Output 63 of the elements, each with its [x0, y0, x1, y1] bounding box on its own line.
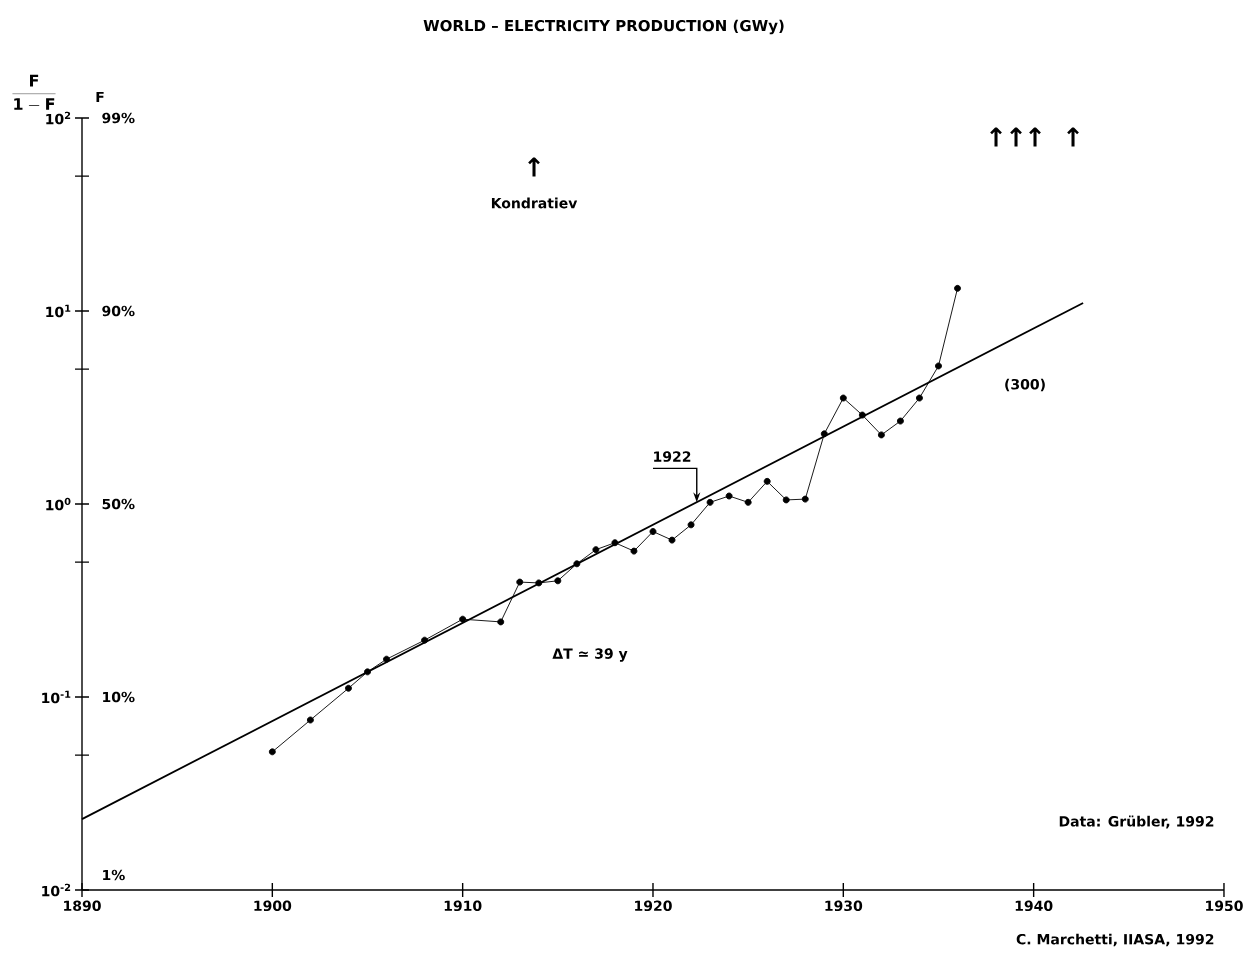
x-tick-label: 1890 — [64, 900, 101, 912]
x-tick-label: 1930 — [825, 900, 863, 912]
point — [668, 536, 676, 544]
point — [877, 431, 885, 439]
x-tick-label: 1920 — [635, 900, 672, 912]
point — [459, 615, 467, 623]
annotation: ↑ — [1029, 127, 1041, 147]
point — [306, 716, 314, 724]
point — [744, 498, 752, 506]
point — [364, 668, 371, 676]
point — [630, 547, 638, 555]
chart-title: WORLD – ELECTRICITY PRODUCTION (GWy) — [423, 19, 784, 35]
point — [649, 528, 657, 535]
point — [516, 578, 524, 586]
y-tick-label: 10$^{0}$ — [46, 497, 71, 511]
point — [573, 560, 581, 568]
annotation: (300) — [1005, 378, 1045, 392]
y-tick-label: 10$^{-1}$ — [42, 690, 71, 704]
annotation: ΔT ≃ 39 y — [552, 648, 628, 662]
point — [820, 430, 828, 438]
point — [763, 477, 771, 485]
annotation: ↑ — [528, 157, 540, 177]
point — [268, 748, 276, 756]
annotation: 1922 — [654, 451, 691, 462]
x-tick-label: 1910 — [444, 900, 482, 912]
point — [858, 411, 866, 419]
point — [535, 579, 543, 587]
point — [725, 492, 733, 500]
annotation: Kondratiev — [491, 197, 578, 209]
point — [839, 394, 847, 402]
x-tick-label: 1950 — [1206, 900, 1243, 912]
point — [611, 539, 619, 547]
y-tick-label: 10$^{2}$ — [46, 111, 71, 125]
annotation: 99% — [102, 112, 135, 124]
text: F — [96, 91, 104, 103]
point — [345, 684, 352, 692]
point — [497, 618, 505, 626]
point — [554, 577, 562, 585]
point — [687, 521, 695, 529]
point — [592, 546, 600, 554]
point — [383, 655, 390, 663]
annotation: Data: Grübler, 1992 — [1059, 815, 1214, 829]
point — [935, 362, 942, 370]
x-tick-label: 1940 — [1015, 900, 1053, 912]
y-tick-label: 10$^{1}$ — [46, 304, 71, 318]
point — [782, 496, 790, 504]
annotation: 50% — [102, 498, 135, 510]
annotation: ↑ — [1010, 127, 1022, 147]
x-tick-label: 1900 — [254, 900, 292, 912]
point — [421, 636, 429, 644]
point — [954, 284, 961, 292]
point — [706, 498, 714, 506]
point — [916, 394, 923, 402]
annotation: 10% — [103, 691, 135, 703]
y-axis-title: $\mathbf{\frac{F}{1-F}}$ — [12, 74, 56, 110]
point — [801, 495, 809, 503]
annotation: 1% — [103, 869, 125, 881]
annotation: 90% — [102, 305, 135, 317]
point — [896, 417, 904, 425]
annotation: ↑ — [1067, 127, 1079, 147]
text: C. Marchetti, IIASA, 1992 — [1016, 933, 1214, 947]
annotation: ↑ — [990, 127, 1002, 147]
y-tick-label: 10$^{-2}$ — [42, 883, 71, 897]
